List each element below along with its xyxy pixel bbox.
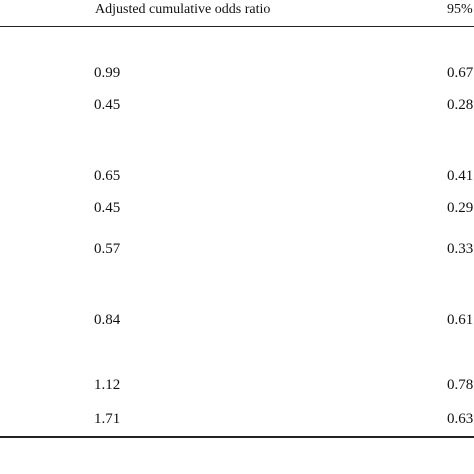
cell-odds-ratio: 0.45: [94, 200, 121, 216]
bottom-rule: [0, 436, 474, 438]
cell-odds-ratio: 1.71: [94, 411, 121, 427]
cell-ci: 0.78: [447, 377, 474, 393]
cell-ci: 0.67: [447, 65, 474, 81]
cell-odds-ratio: 0.99: [94, 65, 121, 81]
header-ci: 95%: [447, 2, 473, 17]
header-rule: [0, 26, 474, 27]
cell-odds-ratio: 0.45: [94, 97, 121, 113]
cell-odds-ratio: 1.12: [94, 377, 121, 393]
cell-ci: 0.33: [447, 241, 474, 257]
cell-ci: 0.63: [447, 411, 474, 427]
header-odds-ratio: Adjusted cumulative odds ratio: [95, 2, 271, 17]
cell-ci: 0.61: [447, 312, 474, 328]
cell-ci: 0.29: [447, 200, 474, 216]
cell-odds-ratio: 0.65: [94, 168, 121, 184]
cell-odds-ratio: 0.57: [94, 241, 121, 257]
cell-ci: 0.41: [447, 168, 474, 184]
cell-ci: 0.28: [447, 97, 474, 113]
cell-odds-ratio: 0.84: [94, 312, 121, 328]
